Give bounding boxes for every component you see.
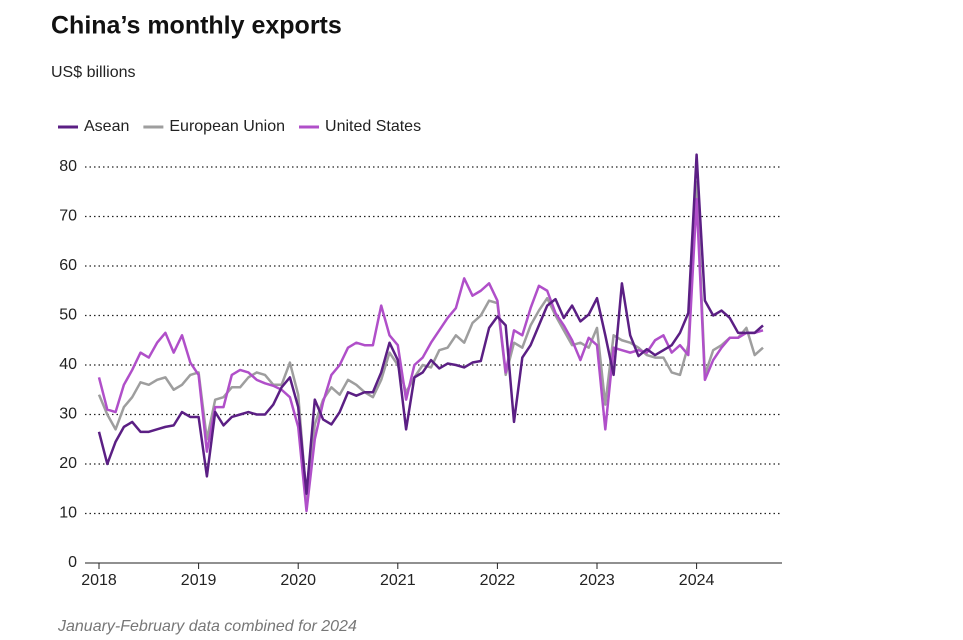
y-tick-label: 70	[59, 208, 77, 225]
legend-label: European Union	[169, 118, 285, 135]
x-tick-label: 2024	[679, 572, 715, 589]
y-tick-label: 80	[59, 158, 77, 175]
x-tick-label: 2021	[380, 572, 416, 589]
y-tick-label: 50	[59, 307, 77, 324]
y-tick-label: 20	[59, 455, 77, 472]
y-tick-label: 40	[59, 356, 77, 373]
x-tick-label: 2019	[181, 572, 217, 589]
x-tick-label: 2022	[480, 572, 516, 589]
y-tick-label: 30	[59, 406, 77, 423]
chart-title: China’s monthly exports	[51, 12, 342, 40]
series-line	[97, 197, 764, 513]
y-tick-label: 10	[59, 505, 77, 522]
x-tick-label: 2020	[280, 572, 316, 589]
footnote: January-February data combined for 2024	[57, 618, 357, 635]
x-tick-label: 2018	[81, 572, 117, 589]
legend-label: United States	[325, 118, 421, 135]
y-tick-label: 60	[59, 257, 77, 274]
y-tick-label: 0	[68, 554, 77, 571]
series-line	[97, 153, 764, 495]
legend-label: Asean	[84, 118, 129, 135]
series-line	[97, 180, 764, 500]
x-tick-label: 2023	[579, 572, 615, 589]
chart-subtitle: US$ billions	[51, 64, 135, 81]
